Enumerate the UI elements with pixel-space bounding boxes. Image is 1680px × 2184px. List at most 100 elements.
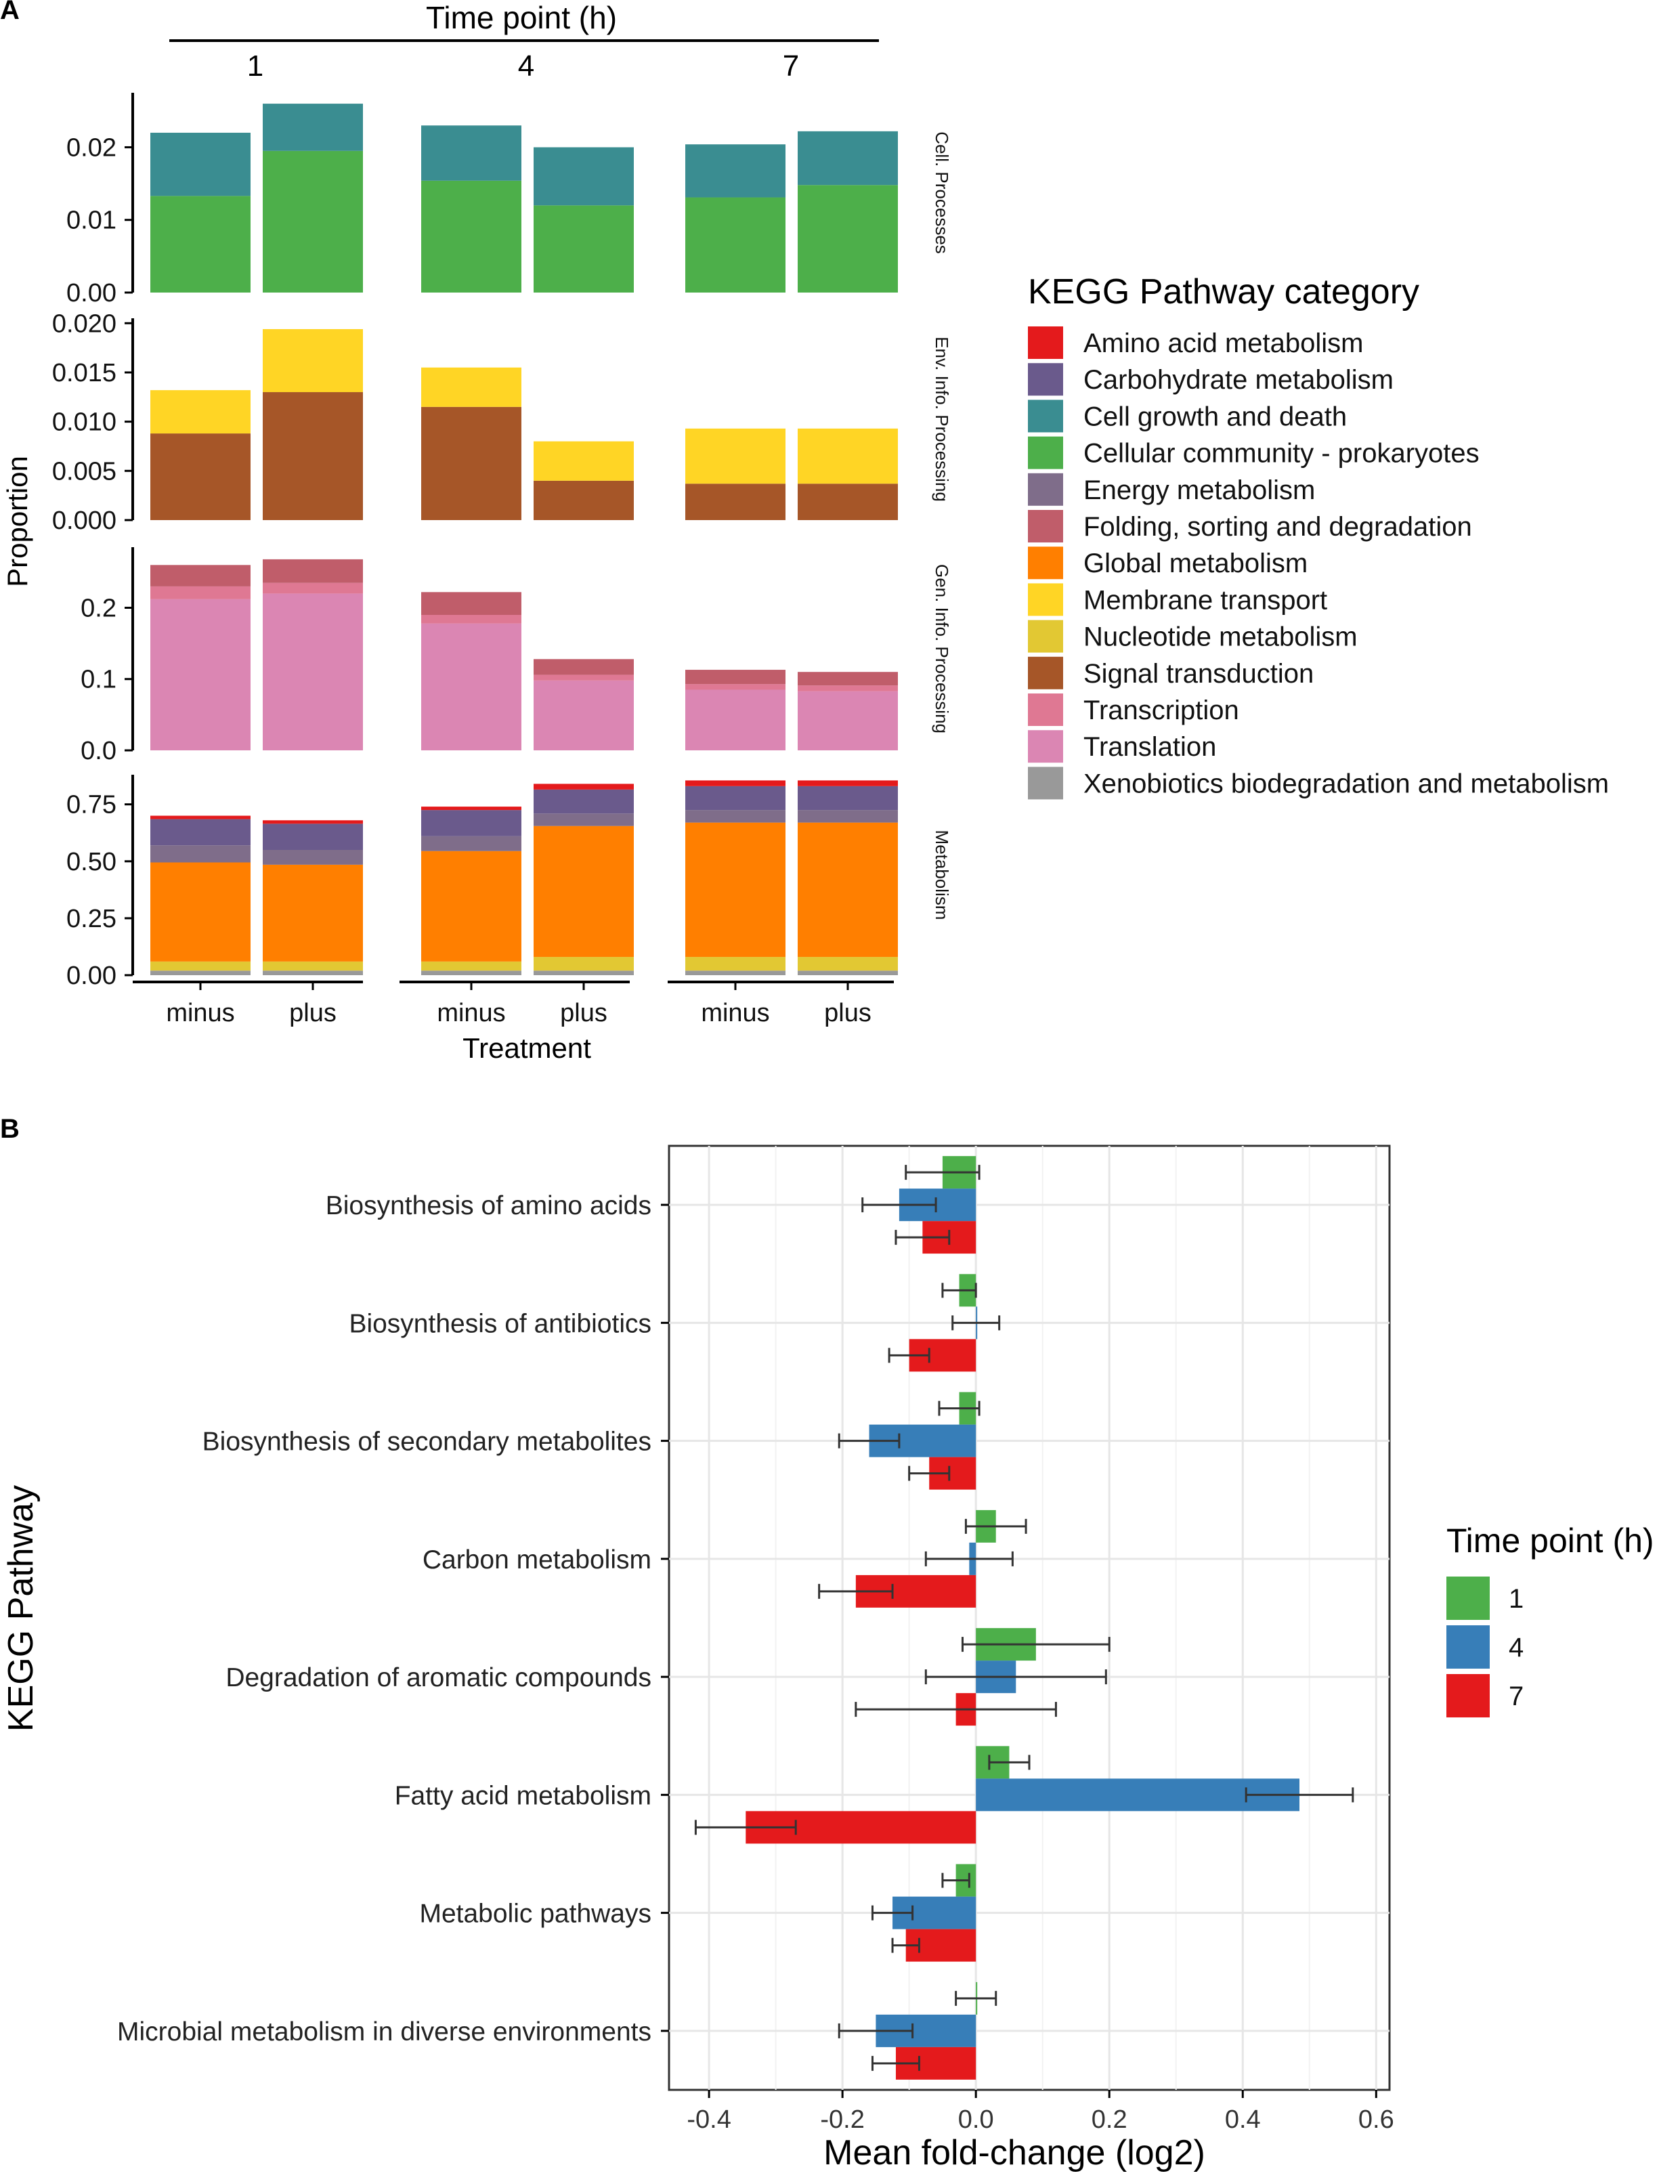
bar-segment-cell-growth-and-death <box>421 125 521 181</box>
pathway-label-carbon-metabolism: Carbon metabolism <box>423 1545 651 1575</box>
legend-swatch-carbohydrate-metabolism <box>1028 363 1063 396</box>
legend-label-cell-growth-and-death: Cell growth and death <box>1083 402 1347 431</box>
bar-segment-translation <box>421 623 521 750</box>
y-tick-label: 0.0 <box>81 737 116 765</box>
bar-segment-nucleotide-metabolism <box>798 957 898 971</box>
legend-time-point: Time point (h) 1 4 7 <box>1446 1522 1654 1717</box>
bar-segment-carbohydrate-metabolism <box>263 823 363 850</box>
bar-segment-cell-growth-and-death <box>150 133 251 196</box>
bar-segment-amino-acid-metabolism <box>421 807 521 811</box>
time-point-label-7: 7 <box>783 49 799 83</box>
x-tick-label: -0.4 <box>687 2105 731 2134</box>
y-tick-label: 0.02 <box>66 133 116 162</box>
x-tick-label-minus: minus <box>437 999 505 1027</box>
bar-segment-translation <box>263 593 363 750</box>
legend-swatch-amino-acid-metabolism <box>1028 326 1063 359</box>
y-tick-label: 0.01 <box>66 207 116 235</box>
y-tick-label: 0.015 <box>52 359 116 387</box>
bar-segment-global-metabolism <box>534 826 634 958</box>
bar-segment-amino-acid-metabolism <box>685 780 785 786</box>
facet-label-env-info-processing: Env. Info. Processing <box>932 337 952 502</box>
bar-segment-global-metabolism <box>685 822 785 958</box>
time-point-label-1: 1 <box>247 49 263 83</box>
y-tick-label: 0.00 <box>66 962 116 990</box>
bar-segment-cell-growth-and-death <box>798 131 898 186</box>
bar-segment-membrane-transport <box>263 328 363 393</box>
y-tick-label: 0.25 <box>66 905 116 933</box>
bar-segment-folding-sorting-and-degradation <box>421 592 521 615</box>
bar-segment-transcription <box>534 675 634 681</box>
legend-label-signal-transduction: Signal transduction <box>1083 659 1314 689</box>
legend-label-global-metabolism: Global metabolism <box>1083 549 1308 578</box>
legend-label-translation: Translation <box>1083 732 1216 762</box>
bar-segment-amino-acid-metabolism <box>798 780 898 786</box>
bar-segment-transcription <box>685 684 785 690</box>
y-tick-label: 0.010 <box>52 408 116 437</box>
x-tick-label: -0.2 <box>820 2105 864 2134</box>
bar-segment-cellular-community-prokaryotes <box>421 180 521 293</box>
y-tick-label: 0.75 <box>66 791 116 819</box>
x-tick-label-minus: minus <box>166 999 234 1027</box>
y-tick-label: 0.000 <box>52 507 116 535</box>
bar-segment-carbohydrate-metabolism <box>421 810 521 836</box>
bar-segment-carbohydrate-metabolism <box>534 789 634 814</box>
legend-swatch-folding-sorting-and-degradation <box>1028 510 1063 542</box>
legend-label-membrane-transport: Membrane transport <box>1083 585 1327 615</box>
bar-segment-cellular-community-prokaryotes <box>685 197 785 293</box>
panel-b-fold-change: Biosynthesis of amino acids Biosynthesis … <box>1 1144 1394 2172</box>
legend-swatch-membrane-transport <box>1028 583 1063 616</box>
pathway-label-biosynthesis-of-antibiotics: Biosynthesis of antibiotics <box>349 1309 651 1338</box>
legend-swatch-translation <box>1028 730 1063 763</box>
legend-label-t7: 7 <box>1509 1682 1524 1711</box>
x-tick-label-minus: minus <box>701 999 769 1027</box>
legend-label-xenobiotics-biodegradation-and-metabolism: Xenobiotics biodegradation and metabolis… <box>1083 769 1609 798</box>
bar-segment-nucleotide-metabolism <box>685 957 785 971</box>
bar-segment-xenobiotics-biodegradation-and-metabolism <box>150 970 251 975</box>
bar-segment-global-metabolism <box>798 822 898 958</box>
facet-gen-info-processing: 0.0 0.1 0.2 Gen. Info. Processing <box>81 547 952 765</box>
bar-segment-translation <box>685 689 785 750</box>
facet-metabolism: 0.00 0.25 0.50 0.75 Metabolism <box>66 775 952 990</box>
bar-segment-folding-sorting-and-degradation <box>534 659 634 675</box>
y-tick-label: 0.50 <box>66 848 116 876</box>
legend-label-nucleotide-metabolism: Nucleotide metabolism <box>1083 622 1358 652</box>
pathway-label-degradation-of-aromatic-compounds: Degradation of aromatic compounds <box>225 1663 651 1692</box>
facet-label-gen-info-processing: Gen. Info. Processing <box>932 564 952 733</box>
bar-segment-energy-metabolism <box>263 850 363 865</box>
bar-segment-transcription <box>263 582 363 594</box>
legend-swatch-global-metabolism <box>1028 547 1063 580</box>
bar-segment-nucleotide-metabolism <box>421 961 521 971</box>
bar-segment-membrane-transport <box>685 428 785 484</box>
legend-swatch-nucleotide-metabolism <box>1028 620 1063 653</box>
bar-segment-cellular-community-prokaryotes <box>534 205 634 293</box>
panel-label-a: A <box>0 0 20 25</box>
x-tick-label-plus: plus <box>560 999 607 1027</box>
legend-label-amino-acid-metabolism: Amino acid metabolism <box>1083 328 1364 358</box>
bar-segment-xenobiotics-biodegradation-and-metabolism <box>685 970 785 975</box>
treatment-axis-title: Treatment <box>462 1032 591 1064</box>
bar-segment-energy-metabolism <box>685 810 785 823</box>
bar-segment-nucleotide-metabolism <box>150 961 251 971</box>
bar-segment-energy-metabolism <box>421 836 521 851</box>
bar-segment-nucleotide-metabolism <box>263 961 363 971</box>
legend-label-cellular-community-prokaryotes: Cellular community - prokaryotes <box>1083 439 1480 469</box>
bar-segment-membrane-transport <box>798 428 898 484</box>
legend-swatch-transcription <box>1028 693 1063 726</box>
legend-kegg-title: KEGG Pathway category <box>1028 272 1419 312</box>
bar-segment-global-metabolism <box>150 862 251 962</box>
pathway-label-biosynthesis-of-secondary-metabolites: Biosynthesis of secondary metabolites <box>202 1428 651 1457</box>
x-tick-label-plus: plus <box>289 999 337 1027</box>
legend-label-t1: 1 <box>1509 1584 1524 1614</box>
bar-segment-cell-growth-and-death <box>685 144 785 198</box>
x-tick-label: 0.4 <box>1225 2105 1261 2134</box>
bar-segment-xenobiotics-biodegradation-and-metabolism <box>798 970 898 975</box>
x-tick-label: 0.2 <box>1092 2105 1127 2134</box>
bar-segment-xenobiotics-biodegradation-and-metabolism <box>534 970 634 975</box>
x-tick-label-plus: plus <box>824 999 871 1027</box>
legend-swatch-t1 <box>1446 1577 1490 1620</box>
bar-segment-signal-transduction <box>685 484 785 520</box>
bar-segment-transcription <box>798 685 898 691</box>
bar-segment-cellular-community-prokaryotes <box>263 150 363 293</box>
x-tick-label: 0.6 <box>1358 2105 1394 2134</box>
